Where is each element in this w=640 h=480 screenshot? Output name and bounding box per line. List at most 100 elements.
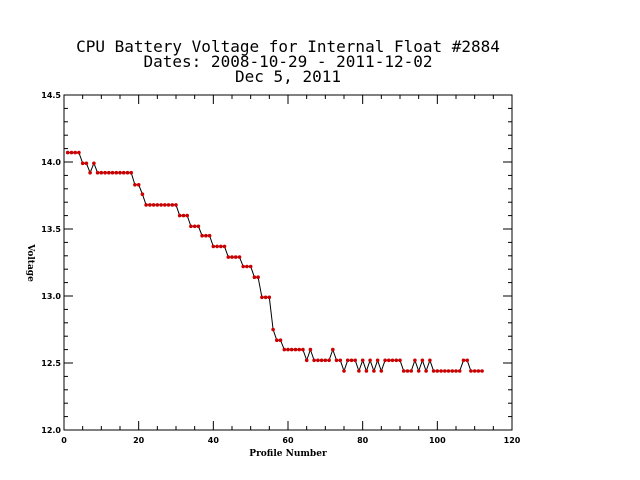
data-point (282, 347, 287, 352)
plot-frame (63, 94, 513, 431)
series-voltage (65, 150, 484, 373)
data-point (118, 170, 122, 175)
data-point (345, 358, 350, 363)
data-point (69, 150, 74, 155)
data-point (215, 244, 219, 249)
data-point (230, 255, 234, 259)
y-tick-label: 12.5 (41, 359, 61, 368)
data-point (461, 358, 466, 363)
data-point (245, 264, 249, 269)
data-point (177, 213, 182, 218)
data-point (144, 203, 148, 207)
data-point (163, 203, 167, 207)
data-point (387, 358, 391, 363)
data-point (121, 170, 126, 175)
data-point (301, 347, 305, 352)
data-point (450, 369, 455, 373)
data-point (207, 233, 212, 238)
data-point (435, 369, 440, 373)
data-point (405, 369, 410, 373)
data-point (200, 233, 204, 238)
data-point (84, 161, 89, 166)
data-point (174, 203, 178, 207)
y-tick-label: 13.0 (41, 292, 61, 301)
x-tick-label: 20 (133, 436, 145, 445)
data-point (95, 170, 100, 175)
data-point (327, 358, 331, 363)
data-point (293, 347, 298, 352)
data-point (110, 170, 115, 175)
data-point (241, 264, 245, 269)
data-point (248, 264, 253, 269)
data-point (148, 203, 152, 207)
data-point (342, 369, 346, 373)
data-point (92, 161, 96, 166)
data-point (297, 347, 302, 352)
data-point (469, 369, 473, 373)
x-tick-label: 120 (504, 436, 521, 445)
data-point (267, 295, 272, 300)
data-point (77, 150, 81, 155)
x-tick-label: 100 (429, 436, 446, 445)
data-point (125, 170, 130, 175)
data-point (372, 369, 376, 373)
data-point (275, 338, 279, 343)
data-point (416, 369, 421, 373)
data-point (446, 369, 451, 373)
x-axis-label: Profile Number (249, 449, 327, 459)
data-point (331, 347, 335, 352)
data-point (472, 369, 477, 373)
data-point (133, 183, 137, 187)
x-tick-label: 0 (61, 436, 67, 445)
data-point (364, 369, 369, 373)
data-point (237, 255, 242, 259)
data-point (286, 347, 290, 352)
data-point (166, 203, 171, 207)
data-point (211, 244, 216, 249)
data-point (80, 161, 85, 166)
data-point (304, 358, 309, 363)
data-point (181, 213, 186, 218)
data-point (88, 170, 92, 175)
data-point (170, 203, 175, 207)
data-point (192, 224, 197, 229)
data-point (219, 244, 223, 249)
data-point (383, 358, 387, 363)
data-point (457, 369, 462, 373)
data-point (204, 233, 208, 238)
data-point (398, 358, 402, 363)
x-axis: 0 20 40 60 80 100 120 (61, 95, 521, 445)
y-tick-label: 13.5 (41, 225, 61, 234)
data-point (103, 170, 107, 175)
x-tick-label: 80 (357, 436, 369, 445)
data-point (431, 369, 436, 373)
data-point (465, 358, 470, 363)
data-point (256, 275, 260, 280)
data-point (454, 369, 458, 373)
data-point (323, 358, 328, 363)
data-point (226, 255, 231, 259)
data-point (413, 358, 417, 363)
data-point (338, 358, 343, 363)
y-axis-label: Voltage (25, 243, 35, 282)
data-point (334, 358, 339, 363)
data-point (390, 358, 395, 363)
data-point (252, 275, 257, 280)
data-point (222, 244, 227, 249)
data-point (424, 369, 428, 373)
data-point (271, 327, 275, 332)
data-point (278, 338, 283, 343)
data-point (129, 170, 133, 175)
data-point (379, 369, 384, 373)
y-axis: 12.0 12.5 13.0 13.5 14.0 14.5 (41, 91, 512, 435)
data-point (114, 170, 119, 175)
data-point (349, 358, 354, 363)
data-point (420, 358, 425, 363)
data-point (476, 369, 481, 373)
chart-title-line-2: Dates: 2008-10-29 - 2011-12-02 (144, 52, 433, 71)
data-point (99, 170, 104, 175)
data-point (401, 369, 406, 373)
data-point (73, 150, 77, 155)
data-point (196, 224, 201, 229)
